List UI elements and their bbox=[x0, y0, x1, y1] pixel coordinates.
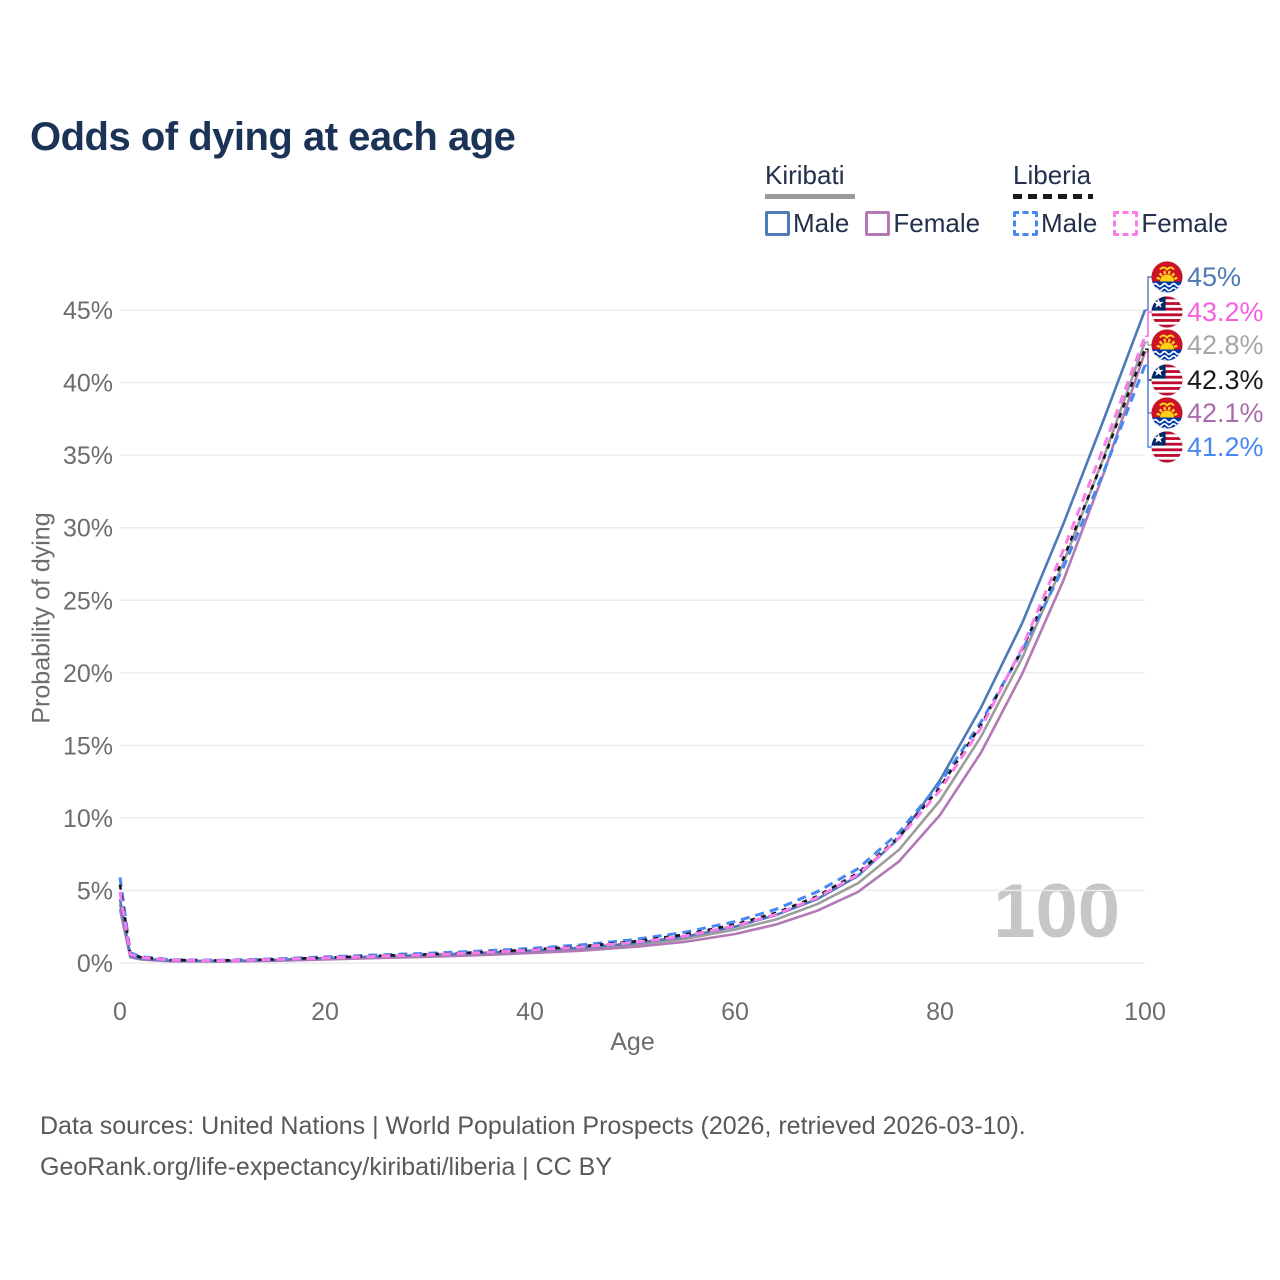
x-tick-20: 20 bbox=[311, 998, 339, 1026]
end-label-kiribati-female: 42.1% bbox=[1187, 398, 1264, 428]
end-label-liberia-female: 43.2% bbox=[1187, 297, 1264, 327]
legend-group-liberia: Liberia Male Female bbox=[1013, 160, 1244, 239]
legend-swatch-kiribati-female[interactable] bbox=[865, 211, 891, 236]
y-tick-20: 20% bbox=[63, 660, 113, 688]
end-label-liberia-both-sexes: 42.3% bbox=[1187, 365, 1264, 395]
legend-label-liberia-male[interactable]: Male bbox=[1041, 208, 1098, 238]
y-tick-30: 30% bbox=[63, 515, 113, 543]
flag-liberia-icon bbox=[1151, 364, 1183, 396]
y-tick-45: 45% bbox=[63, 297, 113, 325]
flag-kiribati-icon bbox=[1151, 329, 1183, 361]
y-tick-40: 40% bbox=[63, 370, 113, 398]
y-tick-35: 35% bbox=[63, 442, 113, 470]
x-tick-100: 100 bbox=[1124, 998, 1166, 1026]
legend-swatch-liberia-female[interactable] bbox=[1113, 211, 1139, 236]
legend-group-kiribati: Kiribati Male Female bbox=[765, 160, 996, 239]
end-label-kiribati-both-sexes: 42.8% bbox=[1187, 330, 1264, 360]
x-tick-0: 0 bbox=[113, 998, 127, 1026]
legend-country-kiribati: Kiribati bbox=[765, 160, 845, 190]
y-tick-0: 0% bbox=[77, 950, 113, 978]
line-liberia-both-sexes[interactable] bbox=[118, 348, 1147, 962]
chart-footer: Data sources: United Nations | World Pop… bbox=[40, 1106, 1026, 1188]
page-title: Odds of dying at each age bbox=[30, 114, 516, 159]
legend-swatch-kiribati-male[interactable] bbox=[765, 211, 790, 236]
legend-label-kiribati-female[interactable]: Female bbox=[893, 208, 981, 238]
x-tick-80: 80 bbox=[926, 998, 954, 1026]
line-kiribati-both-sexes[interactable] bbox=[118, 341, 1147, 963]
flag-liberia-icon bbox=[1151, 296, 1183, 328]
data-sources-text: Data sources: United Nations | World Pop… bbox=[40, 1112, 1026, 1140]
attribution-text: GeoRank.org/life-expectancy/kiribati/lib… bbox=[40, 1153, 613, 1181]
x-tick-40: 40 bbox=[516, 998, 544, 1026]
legend-label-kiribati-male[interactable]: Male bbox=[793, 208, 850, 238]
connector-liberia-female bbox=[1145, 311, 1152, 337]
y-tick-5: 5% bbox=[77, 877, 113, 905]
legend-underline-liberia bbox=[1013, 194, 1093, 199]
x-tick-60: 60 bbox=[721, 998, 749, 1026]
legend-swatch-liberia-male[interactable] bbox=[1013, 211, 1038, 236]
connector-kiribati-male bbox=[1145, 276, 1152, 311]
y-tick-15: 15% bbox=[63, 732, 113, 760]
connector-kiribati-both-sexes bbox=[1145, 341, 1152, 346]
end-label-kiribati-male: 45% bbox=[1187, 262, 1241, 292]
age-counter-watermark: 100 bbox=[993, 869, 1120, 954]
flag-liberia-icon bbox=[1151, 431, 1183, 463]
legend-label-liberia-female[interactable]: Female bbox=[1141, 208, 1229, 238]
flag-kiribati-icon bbox=[1151, 261, 1183, 293]
legend-underline-kiribati bbox=[765, 194, 855, 199]
end-label-liberia-male: 41.2% bbox=[1187, 432, 1264, 462]
y-tick-25: 25% bbox=[63, 587, 113, 615]
legend-country-liberia: Liberia bbox=[1013, 160, 1092, 190]
flag-kiribati-icon bbox=[1151, 397, 1183, 429]
connector-liberia-male bbox=[1145, 364, 1152, 448]
line-liberia-female[interactable] bbox=[118, 335, 1147, 963]
y-tick-10: 10% bbox=[63, 805, 113, 833]
line-kiribati-female[interactable] bbox=[118, 351, 1147, 963]
x-axis-title: Age bbox=[610, 1028, 655, 1056]
line-kiribati-male[interactable] bbox=[118, 309, 1147, 963]
y-axis-title: Probability of dying bbox=[27, 512, 56, 724]
